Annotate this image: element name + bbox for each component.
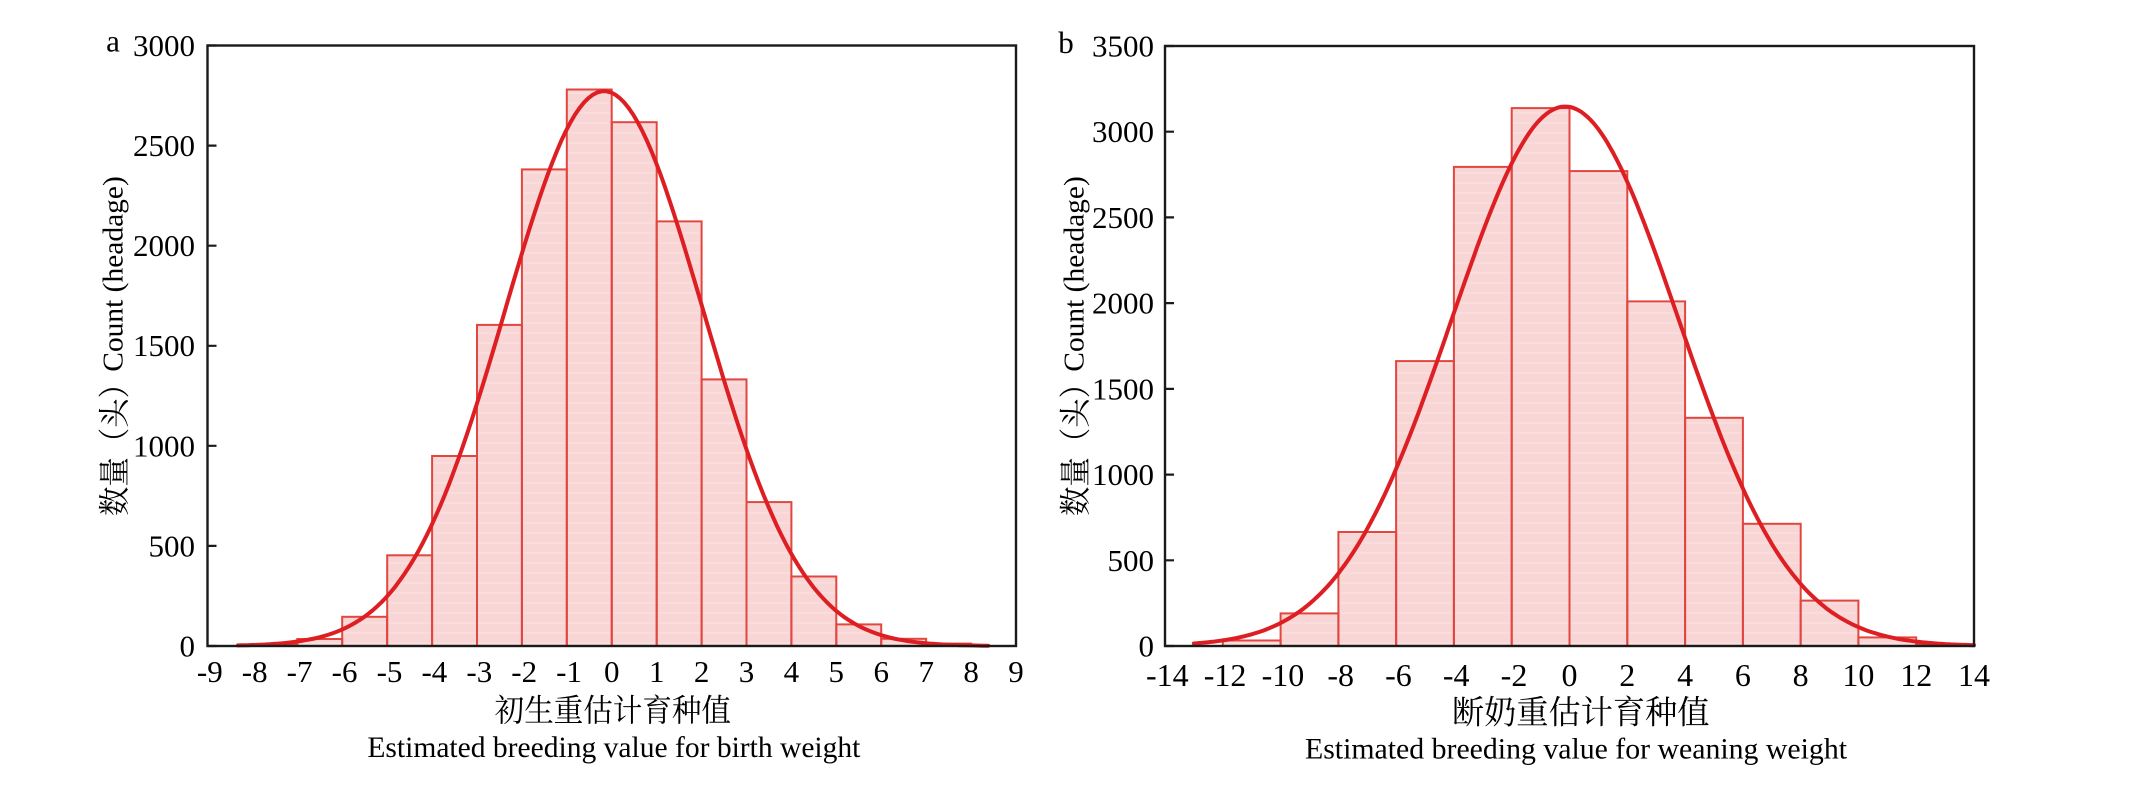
svg-text:3000: 3000 [1092, 114, 1154, 149]
svg-text:6: 6 [873, 654, 889, 689]
svg-text:Count (headage): Count (headage) [1058, 176, 1090, 372]
svg-text:-14: -14 [1146, 657, 1189, 693]
svg-text:-8: -8 [242, 654, 268, 689]
svg-text:500: 500 [149, 528, 196, 563]
svg-text:-8: -8 [1327, 657, 1354, 693]
svg-text:14: 14 [1958, 657, 1990, 693]
svg-text:0: 0 [604, 654, 620, 689]
svg-text:-6: -6 [1385, 657, 1412, 693]
svg-text:5: 5 [829, 654, 845, 689]
svg-text:b: b [1058, 25, 1074, 60]
svg-text:-2: -2 [511, 654, 537, 689]
svg-text:-12: -12 [1204, 657, 1247, 693]
svg-text:6: 6 [1735, 657, 1751, 693]
svg-text:-6: -6 [332, 654, 358, 689]
svg-text:2000: 2000 [133, 228, 195, 263]
svg-text:1000: 1000 [1092, 457, 1154, 492]
svg-text:Count (headage): Count (headage) [98, 176, 130, 372]
svg-text:4: 4 [784, 654, 800, 689]
svg-text:2: 2 [1619, 657, 1635, 693]
svg-text:0: 0 [180, 629, 196, 664]
svg-text:-4: -4 [1443, 657, 1470, 693]
svg-text:3000: 3000 [133, 28, 195, 63]
svg-text:-3: -3 [466, 654, 492, 689]
svg-text:4: 4 [1677, 657, 1693, 693]
svg-text:1000: 1000 [133, 428, 195, 463]
svg-text:-10: -10 [1262, 657, 1305, 693]
svg-text:Estimated breeding value for w: Estimated breeding value for weaning wei… [1305, 733, 1848, 766]
svg-text:2000: 2000 [1092, 286, 1154, 321]
svg-text:10: 10 [1842, 657, 1874, 693]
svg-text:1500: 1500 [133, 328, 195, 363]
svg-text:0: 0 [1562, 657, 1578, 693]
svg-text:3: 3 [739, 654, 755, 689]
svg-text:-2: -2 [1501, 657, 1528, 693]
svg-text:7: 7 [918, 654, 934, 689]
svg-text:-9: -9 [197, 654, 223, 689]
svg-text:2: 2 [694, 654, 710, 689]
svg-text:a: a [106, 24, 120, 59]
svg-text:9: 9 [1008, 654, 1024, 689]
svg-text:12: 12 [1900, 657, 1932, 693]
svg-text:1500: 1500 [1092, 371, 1154, 406]
svg-text:8: 8 [1793, 657, 1809, 693]
svg-text:0: 0 [1139, 629, 1155, 664]
svg-text:-5: -5 [377, 654, 403, 689]
svg-text:500: 500 [1108, 543, 1155, 578]
svg-text:Estimated breeding value for b: Estimated breeding value for birth weigh… [367, 731, 861, 764]
svg-text:1: 1 [649, 654, 665, 689]
svg-text:8: 8 [963, 654, 979, 689]
svg-text:-4: -4 [421, 654, 447, 689]
svg-text:-7: -7 [287, 654, 313, 689]
svg-text:2500: 2500 [1092, 200, 1154, 235]
svg-text:3500: 3500 [1092, 29, 1154, 64]
svg-text:-1: -1 [556, 654, 582, 689]
svg-text:2500: 2500 [133, 128, 195, 163]
